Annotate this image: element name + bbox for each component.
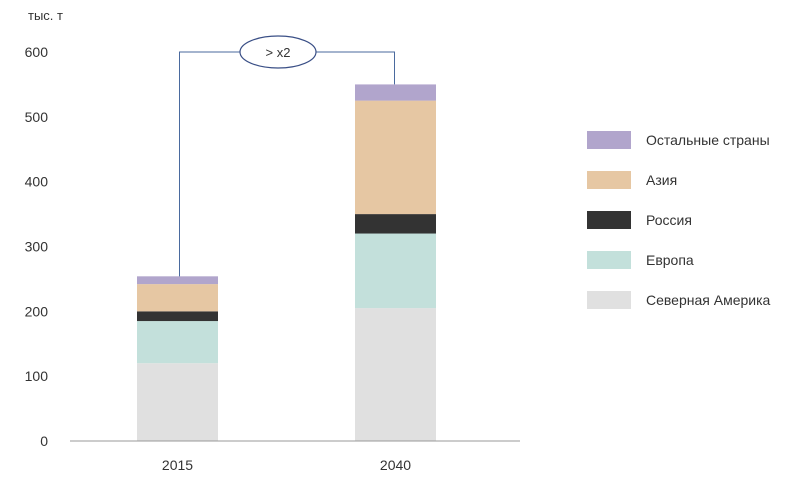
y-tick-label: 300 [25, 239, 49, 255]
growth-badge-label: > x2 [266, 45, 291, 60]
bar-segment-2015-3 [137, 284, 218, 312]
bar-segment-2015-4 [137, 276, 218, 285]
y-tick-label: 500 [25, 109, 49, 125]
growth-annotation: > x2 [179, 35, 395, 277]
legend-label: Европа [646, 252, 694, 268]
x-tick-label: 2040 [380, 457, 411, 473]
bar-segment-2040-4 [355, 84, 436, 101]
bar-segment-2015-1 [137, 321, 218, 364]
legend-swatch [587, 171, 631, 189]
y-axis-unit-label: тыс. т [28, 8, 63, 23]
x-tick-label: 2015 [162, 457, 193, 473]
legend-swatch [587, 291, 631, 309]
legend-label: Азия [646, 172, 677, 188]
bar-segment-2015-0 [137, 363, 218, 441]
y-axis-ticks: 0 100 200 300 400 500 600 [25, 44, 49, 449]
legend-label: Остальные страны [646, 132, 770, 148]
y-tick-label: 200 [25, 303, 49, 319]
bar-segment-2040-2 [355, 214, 436, 234]
bar-segment-2040-1 [355, 233, 436, 309]
legend: Остальные страны Азия Россия Европа Северная… [587, 131, 771, 309]
bar-segment-2040-0 [355, 308, 436, 441]
legend-swatch [587, 211, 631, 229]
y-tick-label: 0 [40, 433, 48, 449]
y-tick-label: 600 [25, 44, 49, 60]
x-axis-labels: 2015 2040 [162, 457, 411, 473]
legend-label: Россия [646, 212, 692, 228]
legend-label: Северная Америка [646, 292, 771, 308]
growth-badge [239, 35, 317, 69]
bar-segment-2040-3 [355, 100, 436, 215]
y-tick-label: 400 [25, 174, 49, 190]
y-tick-label: 100 [25, 368, 49, 384]
bar-segment-2015-2 [137, 311, 218, 322]
bars [137, 84, 436, 441]
legend-swatch [587, 251, 631, 269]
legend-swatch [587, 131, 631, 149]
